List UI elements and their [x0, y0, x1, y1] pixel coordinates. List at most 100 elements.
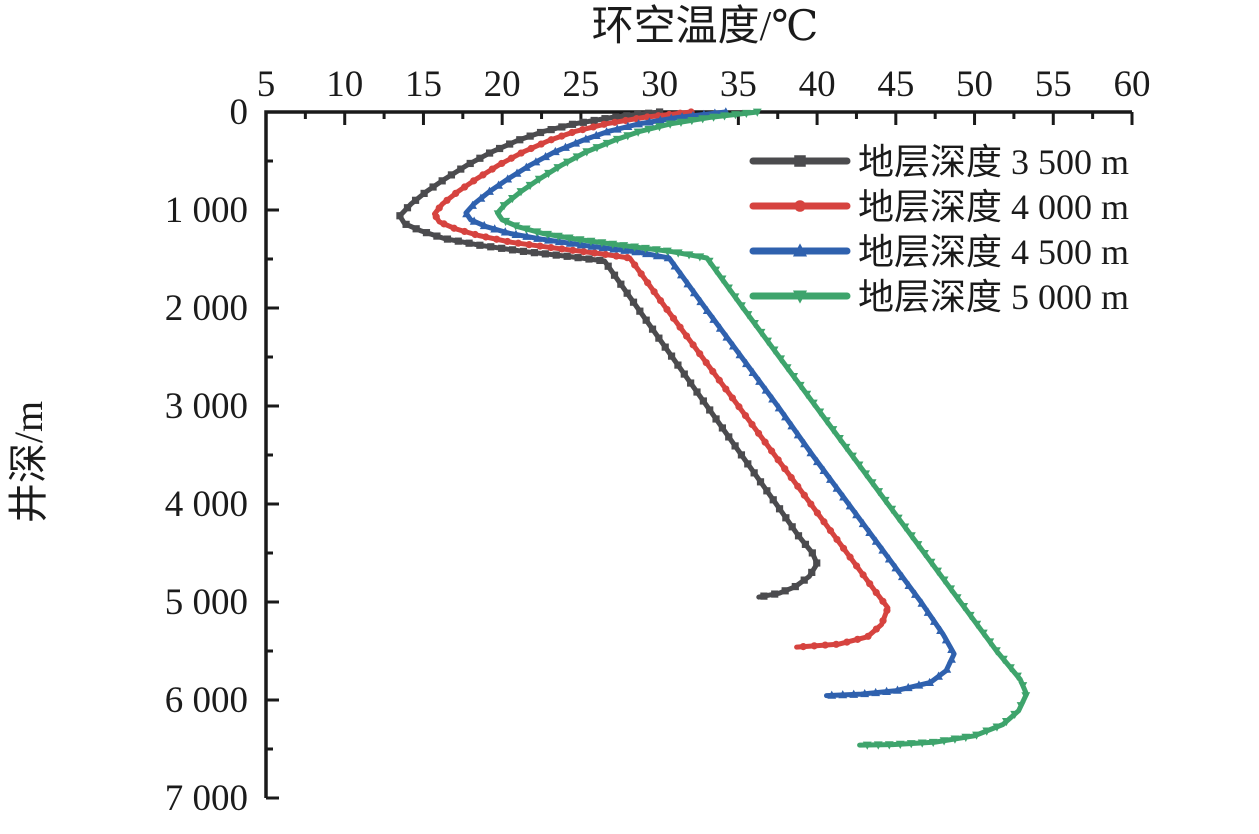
circle-marker-icon [460, 183, 469, 191]
y-axis-title: 井深/m [6, 401, 51, 523]
triangle-down-marker-icon [978, 629, 988, 638]
triangle-up-marker-icon [800, 439, 809, 448]
y-tick-label: 5 000 [165, 582, 248, 623]
triangle-down-marker-icon [633, 128, 643, 137]
triangle-down-marker-icon [991, 647, 1001, 656]
triangle-down-marker-icon [946, 585, 956, 594]
triangle-down-marker-icon [1021, 692, 1031, 701]
triangle-up-marker-icon [479, 220, 489, 230]
square-marker-icon [443, 235, 452, 243]
legend-label: 地层深度 5 000 m [858, 277, 1129, 317]
triangle-down-marker-icon [928, 738, 938, 748]
y-tick-label: 7 000 [165, 778, 248, 819]
triangle-up-marker-icon [485, 186, 494, 195]
triangle-up-marker-icon [911, 589, 920, 598]
square-marker-icon [411, 196, 420, 204]
triangle-down-marker-icon [741, 109, 751, 119]
triangle-down-marker-icon [543, 230, 552, 240]
circle-marker-icon [800, 491, 808, 499]
square-marker-icon [808, 549, 816, 557]
triangle-down-marker-icon [861, 470, 870, 479]
square-marker-icon [596, 256, 604, 265]
square-marker-icon [667, 352, 676, 360]
y-tick-label: 3 000 [165, 386, 248, 427]
triangle-down-marker-icon [499, 202, 509, 211]
triangle-down-marker-icon [737, 302, 746, 311]
triangle-down-marker-icon [756, 328, 766, 338]
circle-marker-icon [663, 305, 671, 314]
triangle-up-marker-icon [689, 288, 699, 297]
circle-marker-icon [644, 279, 652, 287]
series-formation-5000 [493, 108, 1031, 750]
triangle-up-marker-icon [742, 358, 751, 368]
square-marker-icon [744, 460, 752, 468]
square-marker-icon [634, 110, 642, 119]
circle-marker-icon [826, 527, 835, 535]
triangle-down-marker-icon [493, 210, 503, 219]
circle-marker-icon [843, 638, 851, 646]
triangle-up-marker-icon [677, 112, 687, 121]
circle-marker-icon [452, 189, 460, 197]
square-marker-icon [791, 582, 799, 591]
square-marker-icon [813, 559, 821, 567]
triangle-up-marker-icon [849, 689, 859, 698]
x-tick-label: 25 [562, 64, 599, 105]
triangle-up-marker-icon [512, 168, 522, 177]
triangle-up-marker-icon [652, 250, 662, 260]
triangle-down-marker-icon [553, 164, 563, 173]
circle-marker-icon [537, 140, 545, 148]
triangle-up-marker-icon [609, 244, 619, 253]
triangle-down-marker-icon [776, 355, 786, 364]
triangle-up-marker-icon [793, 430, 803, 439]
x-tick-label: 10 [326, 64, 363, 105]
triangle-down-marker-icon [854, 461, 864, 470]
square-marker-icon [495, 144, 504, 153]
triangle-down-marker-icon [815, 408, 825, 417]
square-marker-icon [420, 189, 428, 198]
triangle-up-marker-icon [683, 279, 693, 288]
circle-marker-icon [580, 248, 588, 256]
triangle-up-marker-icon [838, 690, 848, 699]
circle-marker-icon [432, 213, 440, 221]
triangle-down-marker-icon [521, 225, 531, 234]
square-marker-icon [465, 239, 473, 247]
triangle-up-marker-icon [702, 305, 712, 315]
triangle-down-marker-icon [926, 558, 936, 568]
square-marker-icon [402, 220, 410, 228]
square-marker-icon [769, 496, 777, 504]
triangle-down-marker-icon [582, 148, 592, 157]
circle-marker-icon [460, 227, 469, 236]
y-tick-label: 0 [230, 92, 249, 133]
circle-marker-icon [689, 341, 697, 349]
triangle-up-marker-icon [923, 607, 933, 616]
triangle-down-marker-icon [1013, 672, 1022, 681]
x-tick-label: 35 [720, 64, 757, 105]
circle-marker-icon [879, 617, 887, 625]
circle-marker-icon [872, 588, 880, 597]
triangle-down-marker-icon [835, 434, 844, 444]
triangle-down-marker-icon [795, 381, 805, 391]
triangle-up-marker-icon [914, 680, 924, 689]
circle-marker-icon [623, 254, 631, 262]
square-marker-icon [623, 289, 631, 297]
triangle-up-marker-icon [581, 134, 591, 143]
square-marker-icon [737, 451, 746, 459]
triangle-down-marker-icon [508, 194, 517, 204]
square-marker-icon [476, 241, 484, 249]
triangle-down-marker-icon [665, 120, 675, 129]
square-marker-icon [568, 120, 577, 128]
circle-marker-icon [754, 429, 763, 437]
triangle-down-marker-icon [884, 741, 894, 750]
circle-marker-icon [839, 544, 848, 552]
square-marker-icon [718, 424, 726, 432]
triangle-down-marker-icon [952, 594, 962, 603]
triangle-down-marker-icon [655, 123, 664, 132]
triangle-up-marker-icon [819, 465, 829, 475]
triangle-down-marker-icon [731, 111, 740, 120]
triangle-down-marker-icon [933, 567, 942, 576]
triangle-up-marker-icon [917, 598, 927, 607]
triangle-up-marker-icon [729, 341, 738, 350]
triangle-down-marker-icon [644, 125, 654, 135]
circle-marker-icon [591, 249, 599, 257]
